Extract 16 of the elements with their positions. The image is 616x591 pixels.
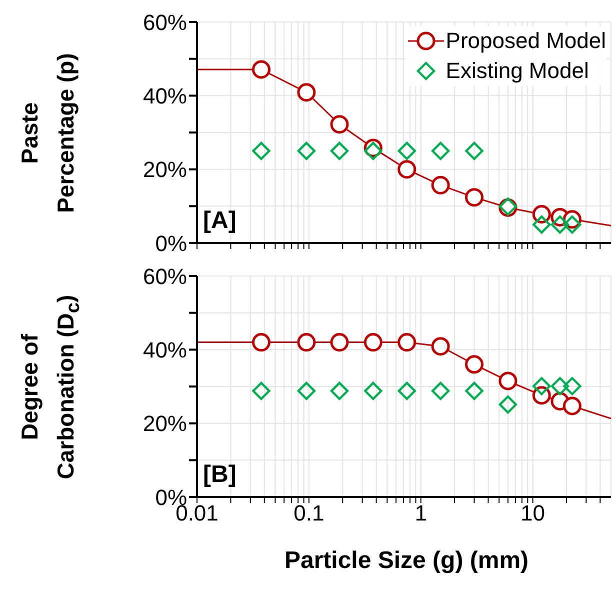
y-tick-label: 40% [142,83,187,108]
x-tick-label: 0.1 [294,500,324,526]
y-tick-label: 20% [142,157,187,182]
y-tick-label: 40% [142,337,187,362]
legend-label: Existing Model [446,57,589,85]
y-tick-label: 0% [155,230,187,256]
y-tick-label: 60% [142,10,187,35]
y-tick-label: 20% [142,411,187,436]
x-tick-label: 1 [414,500,427,526]
annotation: [B] [203,461,236,489]
x-tick-label: 10 [520,500,546,526]
x-axis-title: Particle Size (g) (mm) [283,547,530,575]
y-tick-label: 60% [142,264,187,289]
legend-label: Proposed Model [446,27,606,55]
y-axis-title: Paste Percentage (p) [15,52,80,214]
annotation: [A] [203,207,236,235]
